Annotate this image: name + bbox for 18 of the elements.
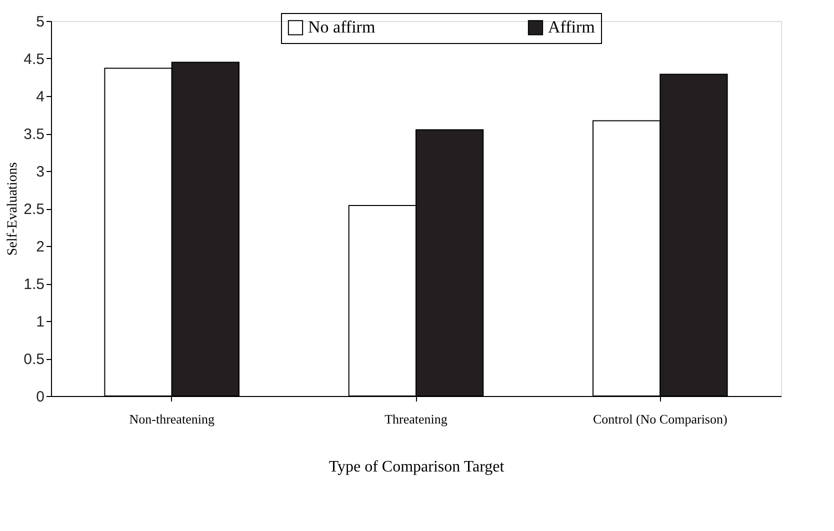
- x-axis-title: Type of Comparison Target: [328, 458, 505, 476]
- y-tick-label: 2.5: [24, 201, 44, 218]
- x-tick-label: Threatening: [384, 412, 448, 426]
- y-tick-label: 1.5: [24, 276, 44, 293]
- y-tick-label: 4.5: [24, 51, 44, 68]
- x-tick-label: Control (No Comparison): [592, 412, 728, 426]
- y-tick-label: 3: [36, 164, 44, 180]
- legend-label: No affirm: [308, 18, 376, 37]
- y-axis-title: Self-Evaluations: [6, 162, 21, 256]
- y-tick-label: 5: [36, 14, 44, 30]
- y-tick-label: 4: [36, 88, 44, 106]
- y-tick-label: 0: [36, 388, 44, 406]
- legend-label: Affirm: [548, 18, 595, 37]
- y-tick-label: 3.5: [24, 126, 44, 143]
- y-tick-label: 2: [36, 238, 44, 256]
- x-tick-label: Non-threatening: [129, 412, 215, 426]
- y-tick-label: 0.5: [24, 351, 44, 368]
- y-tick-label: 1: [36, 314, 44, 330]
